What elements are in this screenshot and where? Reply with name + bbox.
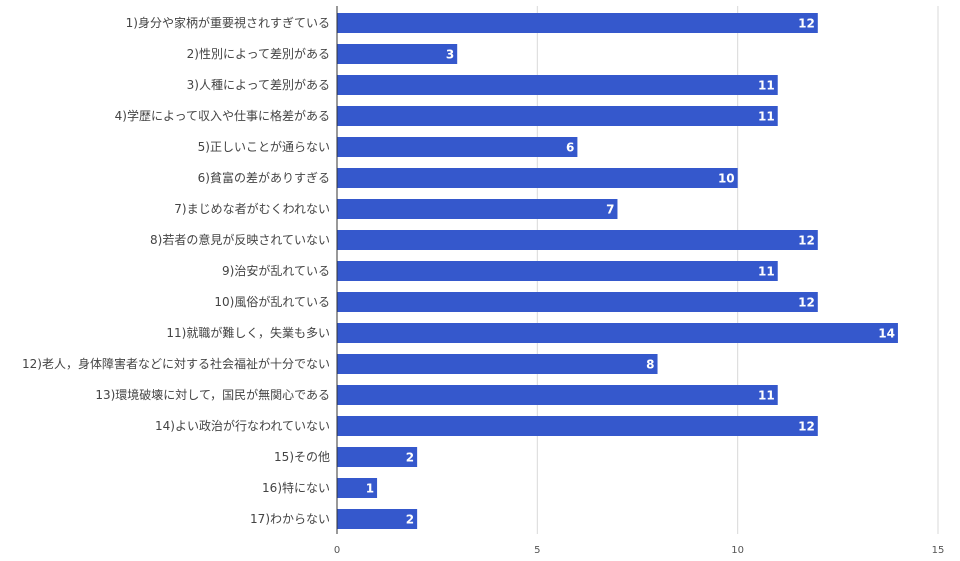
category-label: 3)人種によって差別がある [187, 77, 330, 92]
value-label: 11 [758, 79, 775, 93]
bar [337, 44, 458, 64]
category-label: 2)性別によって差別がある [187, 46, 330, 61]
bar [337, 385, 778, 405]
category-label: 16)特にない [262, 480, 330, 495]
x-tick-labels: 0 5 10 15 [334, 545, 945, 556]
bar [337, 416, 818, 436]
value-label: 10 [718, 172, 735, 186]
value-label: 6 [566, 141, 574, 155]
value-label: 12 [798, 420, 815, 434]
category-label: 9)治安が乱れている [222, 263, 330, 278]
bar [337, 199, 618, 219]
bar [337, 137, 578, 157]
bar [337, 509, 418, 529]
category-label: 5)正しいことが通らない [198, 139, 330, 154]
bar [337, 13, 818, 33]
category-label: 7)まじめな者がむくわれない [174, 201, 330, 216]
category-label: 10)風俗が乱れている [214, 294, 330, 309]
category-label: 8)若者の意見が反映されていない [150, 232, 330, 247]
value-label: 11 [758, 265, 775, 279]
bar [337, 230, 818, 250]
value-label: 2 [406, 451, 414, 465]
category-label: 17)わからない [250, 512, 330, 526]
x-tick-label: 0 [334, 545, 340, 556]
x-tick-label: 15 [932, 545, 945, 556]
value-label: 12 [798, 234, 815, 248]
category-label: 1)身分や家柄が重要視されすぎている [126, 15, 330, 30]
bar [337, 323, 898, 343]
category-labels: 1)身分や家柄が重要視されすぎている 2)性別によって差別がある 3)人種によって差… [22, 15, 330, 526]
category-label: 11)就職が難しく，失業も多い [166, 325, 330, 340]
x-tick-label: 5 [534, 545, 540, 556]
value-label: 11 [758, 389, 775, 403]
category-label: 15)その他 [274, 450, 330, 464]
value-label: 12 [798, 17, 815, 31]
category-label: 13)環境破壊に対して，国民が無関心である [95, 387, 330, 402]
category-label: 14)よい政治が行なわれていない [155, 418, 330, 433]
category-label: 6)貧富の差がありすぎる [198, 170, 330, 185]
bars [337, 13, 898, 529]
value-label: 3 [446, 48, 454, 62]
value-label: 2 [406, 513, 414, 527]
category-label: 4)学歴によって収入や仕事に格差がある [115, 108, 330, 123]
bar [337, 106, 778, 126]
value-label: 11 [758, 110, 775, 124]
value-label: 1 [366, 482, 374, 496]
value-label: 8 [646, 358, 654, 372]
value-label: 7 [606, 203, 614, 217]
value-label: 14 [878, 327, 895, 341]
category-label: 12)老人，身体障害者などに対する社会福祉が十分でない [22, 356, 330, 371]
bar [337, 261, 778, 281]
bar [337, 447, 418, 467]
bar [337, 354, 658, 374]
bar [337, 168, 738, 188]
bar [337, 292, 818, 312]
bar [337, 478, 378, 498]
bar [337, 75, 778, 95]
value-label: 12 [798, 296, 815, 310]
x-tick-label: 10 [731, 545, 744, 556]
